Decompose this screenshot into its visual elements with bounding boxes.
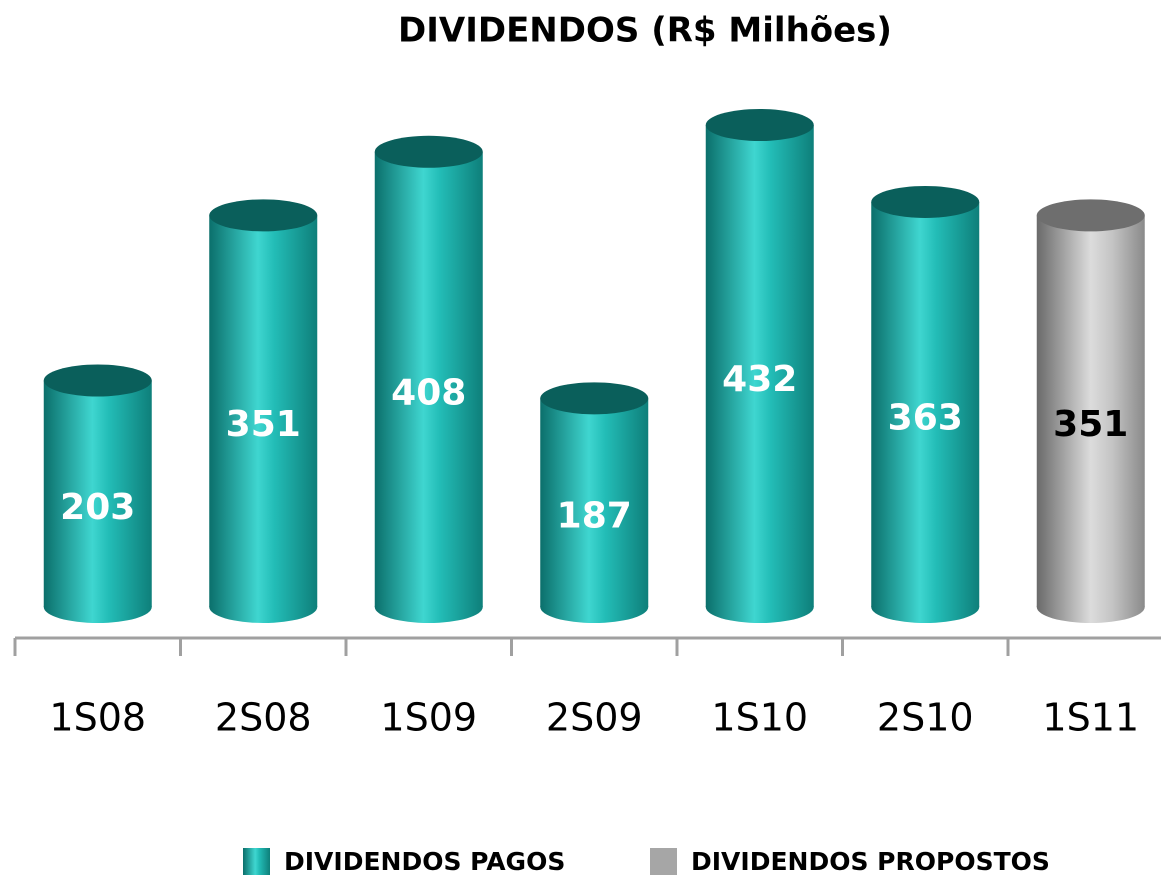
cylinder-cap <box>1036 199 1145 232</box>
data-label: 408 <box>391 372 466 413</box>
x-tick-label: 1S11 <box>1042 696 1139 740</box>
data-label: 351 <box>226 404 301 445</box>
x-tick-label: 2S08 <box>215 696 312 740</box>
bar <box>1036 215 1145 607</box>
x-tick-label: 1S08 <box>49 696 146 740</box>
data-label: 187 <box>557 496 632 537</box>
legend-swatch <box>243 848 270 875</box>
chart-title: DIVIDENDOS (R$ Milhões) <box>398 11 892 51</box>
bar <box>43 380 152 607</box>
bar <box>374 151 483 607</box>
data-label: 351 <box>1053 404 1128 445</box>
x-tick-label: 1S10 <box>711 696 808 740</box>
bar <box>209 215 318 607</box>
x-tick-label: 2S10 <box>877 696 974 740</box>
data-label: 203 <box>60 487 135 528</box>
bar <box>705 125 814 607</box>
cylinder-cap <box>209 199 318 232</box>
legend-swatch <box>650 848 677 875</box>
legend-label: DIVIDENDOS PAGOS <box>284 847 565 875</box>
cylinder-cap <box>705 109 814 141</box>
legend-label: DIVIDENDOS PROPOSTOS <box>691 847 1050 875</box>
data-label: 432 <box>722 359 797 400</box>
bar <box>871 201 980 607</box>
bar <box>540 398 649 607</box>
x-tick-label: 1S09 <box>380 696 477 740</box>
cylinder-cap <box>43 364 152 397</box>
data-label: 363 <box>888 397 963 438</box>
x-tick-label: 2S09 <box>546 696 643 740</box>
cylinder-cap <box>374 135 483 168</box>
cylinder-cap <box>871 185 980 218</box>
cylinder-cap <box>540 382 649 415</box>
